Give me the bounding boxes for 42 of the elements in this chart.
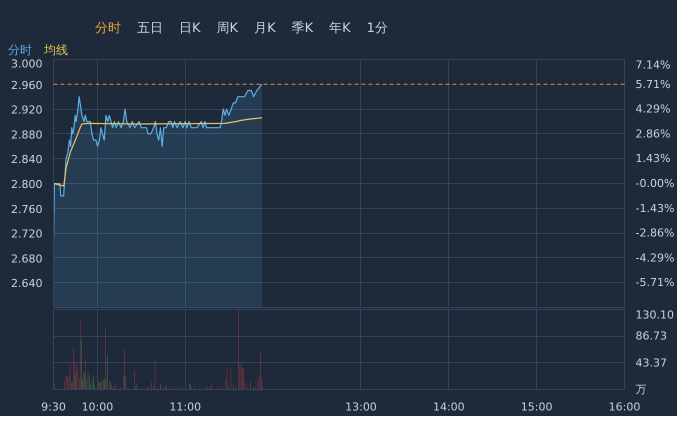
text: 分时 (95, 21, 121, 36)
y-tick-label: 2.640 (11, 277, 43, 290)
y2-tick-label: 2.86% (636, 127, 670, 140)
y-tick-label: 130.10 (636, 308, 674, 322)
text: 年K (329, 21, 351, 36)
x-tick-label: 10:00 (82, 400, 114, 414)
y-tick-label: 2.920 (11, 104, 43, 117)
x-tick-label: 15:00 (520, 400, 553, 414)
y-tick-label: 2.760 (11, 202, 43, 216)
x-tick-label: 9:30 (41, 400, 66, 414)
text: 分时 (8, 43, 32, 57)
y-tick-label: 2.880 (11, 128, 43, 142)
y-tick-label: 86.73 (636, 330, 667, 343)
y2-tick-label: -1.43% (636, 202, 674, 215)
text: 均线 (44, 43, 68, 57)
x-tick-label: 13:00 (345, 400, 377, 414)
text: 周K (216, 21, 238, 36)
ref-line-label: 2.960 (11, 78, 43, 92)
y-tick-label: 3.000 (11, 58, 43, 70)
y-tick-label: 2.840 (11, 153, 43, 166)
y-tick-label: 2.720 (11, 228, 43, 241)
y2-tick-label: 7.14% (636, 58, 670, 72)
y2-tick-label: -5.71% (636, 276, 674, 290)
text: 五日 (137, 21, 163, 36)
text: 日K (179, 21, 201, 36)
y2-tick-label: -0.00% (636, 177, 674, 190)
text: 1分 (366, 21, 388, 36)
x-tick-label: 16:00 (608, 400, 640, 414)
y-tick-label: 2.680 (11, 252, 43, 266)
y-tick-label: 43.37 (636, 356, 667, 370)
y2-tick-label: -4.29% (636, 252, 674, 265)
y2-tick-label: -2.86% (636, 226, 674, 240)
y-tick-label: 2.800 (11, 178, 43, 191)
text: 季K (292, 21, 314, 36)
y2-tick-label: 5.71% (636, 78, 670, 91)
y2-tick-label: 1.43% (636, 152, 670, 166)
y2-tick-label: 4.29% (636, 102, 670, 116)
y-tick-label: 万 (636, 383, 646, 396)
x-tick-label: 11:00 (169, 400, 202, 414)
line-series (54, 117, 263, 187)
text: 月K (254, 21, 276, 36)
x-tick-label: 14:00 (432, 400, 465, 414)
